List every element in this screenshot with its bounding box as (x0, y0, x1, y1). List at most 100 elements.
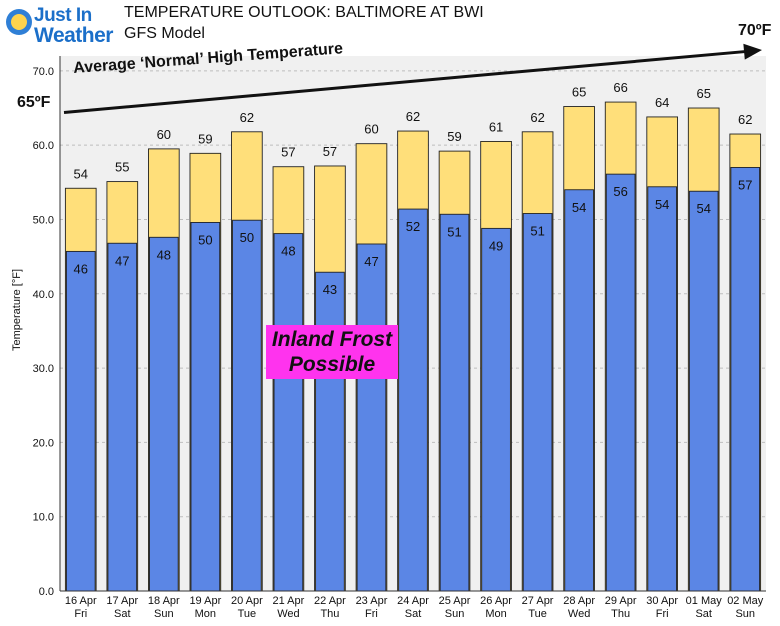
low-temp-bar (647, 186, 677, 592)
high-temp-label: 65 (696, 86, 710, 101)
low-temp-bar (481, 227, 511, 592)
x-tick-date: 01 May (686, 595, 723, 607)
logo-text-line2: Weather (34, 24, 113, 47)
y-tick-label: 70.0 (33, 66, 54, 78)
x-tick-date: 18 Apr (148, 595, 180, 607)
trend-arrowhead (743, 43, 762, 60)
low-temp-bar (107, 242, 138, 592)
x-tick-day: Sat (695, 608, 712, 620)
y-tick-label: 60.0 (33, 140, 54, 152)
trend-line (63, 49, 749, 114)
low-temp-bar (439, 213, 470, 592)
x-tick-date: 16 Apr (65, 595, 97, 607)
data-labels: 54 46 55 47 60 48 59 50 62 50 57 48 57 43 60 47 62 52 59 51… (74, 80, 753, 297)
x-tick-date: 22 Apr (314, 595, 346, 607)
frost-warning-line2: Possible (288, 353, 376, 376)
y-tick-label: 20.0 (33, 437, 54, 449)
low-temp-label: 51 (530, 224, 544, 239)
logo-text-line1: Just In (34, 5, 92, 26)
high-temp-label: 60 (364, 122, 378, 137)
high-temp-label: 59 (198, 131, 212, 146)
high-temp-label: 66 (613, 80, 627, 95)
low-temp-bar (273, 233, 304, 592)
low-temp-label: 56 (613, 184, 627, 199)
low-temp-label: 43 (323, 282, 337, 297)
low-temp-label: 54 (696, 201, 710, 216)
frost-warning-line1: Inland Frost (271, 328, 393, 351)
low-temp-label: 54 (655, 197, 669, 212)
normal-start-label: 65ºF (17, 94, 51, 111)
low-temp-label: 50 (198, 232, 212, 247)
y-tick-label: 40.0 (33, 289, 54, 301)
low-temp-bar (522, 213, 553, 592)
x-tick-day: Fri (365, 608, 378, 620)
low-temp-label: 50 (240, 230, 254, 245)
low-temp-bar (688, 190, 719, 592)
low-temp-bar (232, 219, 262, 592)
x-tick-day: Thu (320, 608, 339, 620)
x-tick-date: 26 Apr (480, 595, 512, 607)
bar-series (64, 101, 762, 592)
y-tick-label: 30.0 (33, 363, 54, 375)
x-tick-day: Wed (277, 608, 299, 620)
low-temp-bar (605, 173, 636, 592)
x-tick-date: 25 Apr (439, 595, 471, 607)
x-tick-date: 20 Apr (231, 595, 263, 607)
x-tick-day: Tue (238, 608, 257, 620)
sun-icon (6, 9, 32, 35)
x-tick-day: Mon (195, 608, 216, 620)
x-tick-date: 27 Apr (522, 595, 554, 607)
x-tick-day: Fri (74, 608, 87, 620)
x-tick-day: Sun (445, 608, 465, 620)
low-temp-bar (356, 243, 387, 592)
low-temp-label: 48 (157, 247, 171, 262)
low-temp-bar (149, 236, 179, 592)
high-temp-label: 64 (655, 95, 669, 110)
low-temp-label: 54 (572, 200, 586, 215)
low-temp-bar (315, 271, 345, 592)
x-tick-date: 23 Apr (356, 595, 388, 607)
chart-header: Just In Weather TEMPERATURE OUTLOOK: BAL… (0, 0, 780, 50)
x-tick-day: Thu (611, 608, 630, 620)
x-tick-day: Sat (114, 608, 131, 620)
low-temp-label: 48 (281, 244, 295, 259)
x-tick-day: Fri (656, 608, 669, 620)
low-temp-bar (398, 208, 428, 592)
x-tick-date: 28 Apr (563, 595, 595, 607)
normal-high-trend-arrow (63, 43, 762, 114)
high-temp-label: 65 (572, 85, 586, 100)
high-temp-label: 60 (157, 127, 171, 142)
low-temp-label: 46 (74, 261, 88, 276)
low-temp-label: 47 (115, 253, 129, 268)
high-temp-label: 59 (447, 129, 461, 144)
high-temp-label: 57 (281, 145, 295, 160)
x-tick-date: 02 May (727, 595, 764, 607)
chart-subtitle: GFS Model (124, 25, 205, 42)
x-tick-day: Mon (485, 608, 506, 620)
y-tick-label: 10.0 (33, 512, 54, 524)
chart-title: TEMPERATURE OUTLOOK: BALTIMORE AT BWI (124, 4, 484, 21)
x-tick-day: Tue (528, 608, 547, 620)
x-tick-date: 30 Apr (646, 595, 678, 607)
low-temp-bar (564, 189, 594, 592)
x-tick-date: 19 Apr (189, 595, 221, 607)
high-temp-label: 57 (323, 144, 337, 159)
low-temp-bar (730, 167, 761, 592)
frost-warning-box: Inland Frost Possible (266, 325, 398, 379)
low-temp-label: 47 (364, 254, 378, 269)
normal-end-label: 70ºF (738, 22, 772, 39)
y-axis: 0.0 10.0 20.0 30.0 40.0 50.0 60.0 70.0 (33, 56, 766, 598)
high-temp-label: 62 (738, 112, 752, 127)
low-temp-label: 52 (406, 219, 420, 234)
x-tick-day: Sun (735, 608, 755, 620)
low-temp-bar (65, 250, 96, 592)
y-axis-label: Temperature [°F] (11, 269, 23, 351)
x-tick-date: 24 Apr (397, 595, 429, 607)
x-tick-day: Wed (568, 608, 590, 620)
brand-logo: Just In Weather (4, 3, 122, 47)
y-tick-label: 50.0 (33, 214, 54, 226)
high-temp-label: 62 (530, 110, 544, 125)
low-temp-label: 49 (489, 238, 503, 253)
x-tick-day: Sat (405, 608, 422, 620)
